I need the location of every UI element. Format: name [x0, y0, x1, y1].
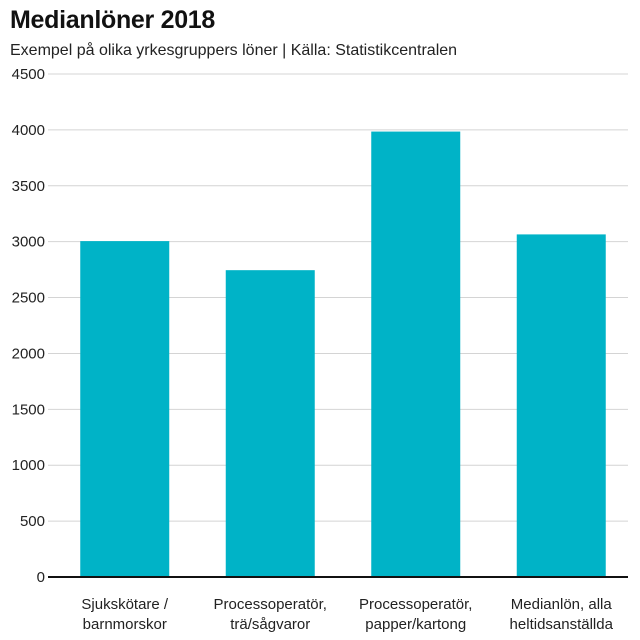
x-category-label-line: Processoperatör,	[214, 596, 327, 613]
x-category-label: Medianlön, alla heltidsanställda	[510, 596, 614, 633]
x-category-label: Sjukskötare / barnmorskor	[81, 596, 169, 633]
bar	[225, 270, 315, 577]
x-category-label-line: Medianlön, alla	[511, 596, 613, 613]
x-axis-categories: Sjukskötare / barnmorskor Processoperatör,…	[81, 596, 613, 633]
y-tick-label: 3500	[12, 178, 45, 195]
x-category-label-line: papper/kartong	[365, 616, 466, 633]
x-category-label-line: barnmorskor	[83, 616, 167, 633]
y-axis-ticks: 0 500 1000 1500 2000 2500 3000 3500 4000 4500	[12, 66, 45, 586]
bar	[80, 241, 170, 577]
y-tick-label: 500	[20, 513, 45, 530]
y-tick-label: 1500	[12, 401, 45, 418]
bar	[371, 131, 461, 577]
y-tick-label: 2500	[12, 290, 45, 307]
y-tick-label: 2000	[12, 345, 45, 362]
y-tick-label: 4500	[12, 66, 45, 83]
y-tick-label: 0	[37, 569, 45, 586]
x-category-label-line: Sjukskötare /	[81, 596, 169, 613]
x-category-label: Processoperatör, papper/kartong	[359, 596, 472, 633]
y-tick-label: 1000	[12, 457, 45, 474]
x-category-label-line: heltidsanställda	[510, 616, 614, 633]
chart-subtitle: Exempel på olika yrkesgruppers löner | K…	[10, 42, 458, 59]
x-category-label-line: Processoperatör,	[359, 596, 472, 613]
bar	[516, 234, 606, 577]
y-tick-label: 4000	[12, 122, 45, 139]
x-category-label: Processoperatör, trä/sågvaror	[214, 596, 327, 633]
chart-title: Medianlöner 2018	[10, 6, 216, 34]
x-category-label-line: trä/sågvaror	[230, 616, 310, 633]
y-tick-label: 3000	[12, 234, 45, 251]
bars	[80, 131, 606, 577]
